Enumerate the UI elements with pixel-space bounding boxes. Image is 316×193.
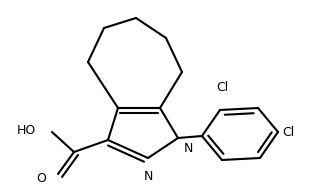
Text: Cl: Cl: [216, 81, 228, 94]
Text: O: O: [36, 172, 46, 185]
Text: N: N: [143, 170, 153, 183]
Text: Cl: Cl: [282, 125, 294, 139]
Text: HO: HO: [17, 124, 36, 136]
Text: N: N: [184, 141, 193, 155]
